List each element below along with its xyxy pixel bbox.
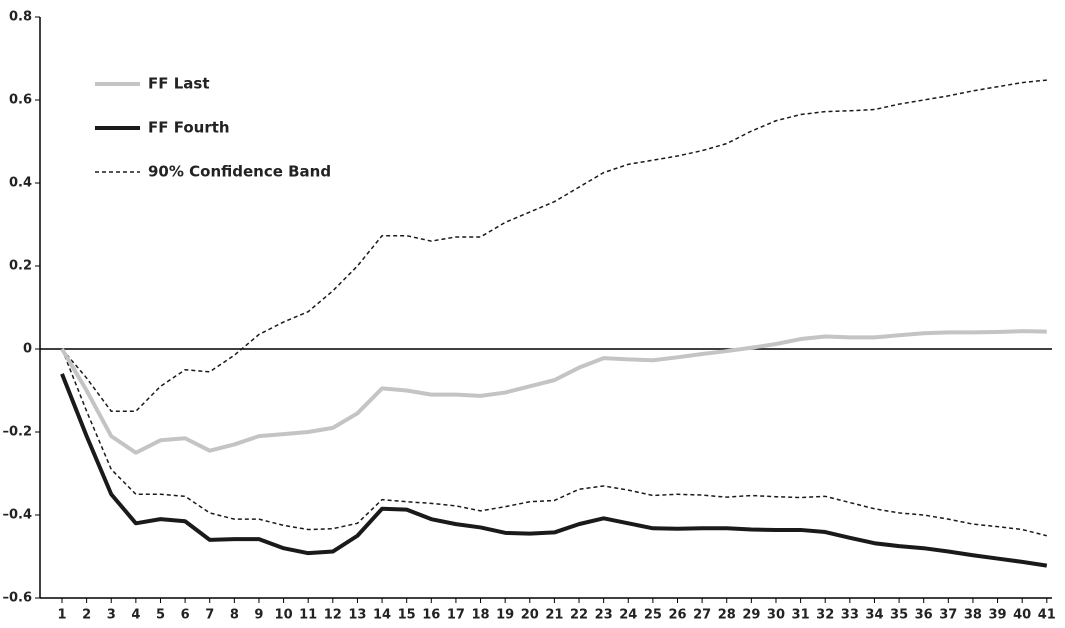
x-tick-label: 9 xyxy=(254,608,263,623)
x-tick-label: 4 xyxy=(131,608,140,623)
x-tick-label: 28 xyxy=(718,608,736,623)
x-tick-label: 2 xyxy=(82,608,91,623)
x-tick-label: 33 xyxy=(841,608,859,623)
x-tick-label: 34 xyxy=(865,608,883,623)
legend-label: 90% Confidence Band xyxy=(148,163,331,181)
y-tick-label: –0.2 xyxy=(2,425,32,440)
x-tick-label: 38 xyxy=(964,608,982,623)
x-tick-label: 14 xyxy=(373,608,391,623)
x-tick-label: 11 xyxy=(299,608,317,623)
band-upper xyxy=(61,79,1047,412)
x-tick-label: 20 xyxy=(521,608,539,623)
series-line xyxy=(60,329,1047,455)
x-tick-label: 31 xyxy=(792,608,810,623)
x-tick-label: 6 xyxy=(181,608,190,623)
y-tick-label: –0.4 xyxy=(2,508,32,523)
x-tick-label: 26 xyxy=(668,608,686,623)
x-tick-label: 10 xyxy=(275,608,293,623)
x-tick-label: 30 xyxy=(767,608,785,623)
x-tick-label: 17 xyxy=(447,608,465,623)
x-tick-label: 15 xyxy=(398,608,416,623)
x-tick-label: 25 xyxy=(644,608,662,623)
x-tick-label: 37 xyxy=(939,608,957,623)
legend-label: FF Last xyxy=(148,75,210,93)
y-tick-label: 0 xyxy=(23,342,32,357)
x-tick-label: 22 xyxy=(570,608,588,623)
x-tick-label: 12 xyxy=(324,608,342,623)
y-tick-label: –0.6 xyxy=(2,591,32,606)
x-tick-label: 41 xyxy=(1038,608,1056,623)
x-tick-label: 18 xyxy=(471,608,489,623)
x-tick-label: 36 xyxy=(915,608,933,623)
y-tick-label: 0.4 xyxy=(9,176,32,191)
y-tick-label: 0.8 xyxy=(9,10,32,25)
x-tick-label: 27 xyxy=(693,608,711,623)
x-tick-label: 16 xyxy=(422,608,440,623)
y-tick-label: 0.6 xyxy=(9,93,32,108)
x-tick-label: 21 xyxy=(545,608,563,623)
x-tick-label: 29 xyxy=(742,608,760,623)
x-tick-label: 40 xyxy=(1013,608,1031,623)
x-tick-label: 1 xyxy=(57,608,66,623)
x-tick-label: 32 xyxy=(816,608,834,623)
x-tick-label: 8 xyxy=(230,608,239,623)
legend-label: FF Fourth xyxy=(148,119,230,137)
x-tick-label: 24 xyxy=(619,608,637,623)
x-tick-label: 19 xyxy=(496,608,514,623)
x-tick-label: 13 xyxy=(348,608,366,623)
x-tick-label: 23 xyxy=(595,608,613,623)
y-tick-label: 0.2 xyxy=(9,259,32,274)
x-tick-label: 39 xyxy=(989,608,1007,623)
x-tick-label: 7 xyxy=(205,608,214,623)
x-tick-label: 3 xyxy=(107,608,116,623)
x-tick-label: 35 xyxy=(890,608,908,623)
x-tick-label: 5 xyxy=(156,608,165,623)
band-lower xyxy=(61,348,1047,537)
series-line xyxy=(60,373,1048,568)
